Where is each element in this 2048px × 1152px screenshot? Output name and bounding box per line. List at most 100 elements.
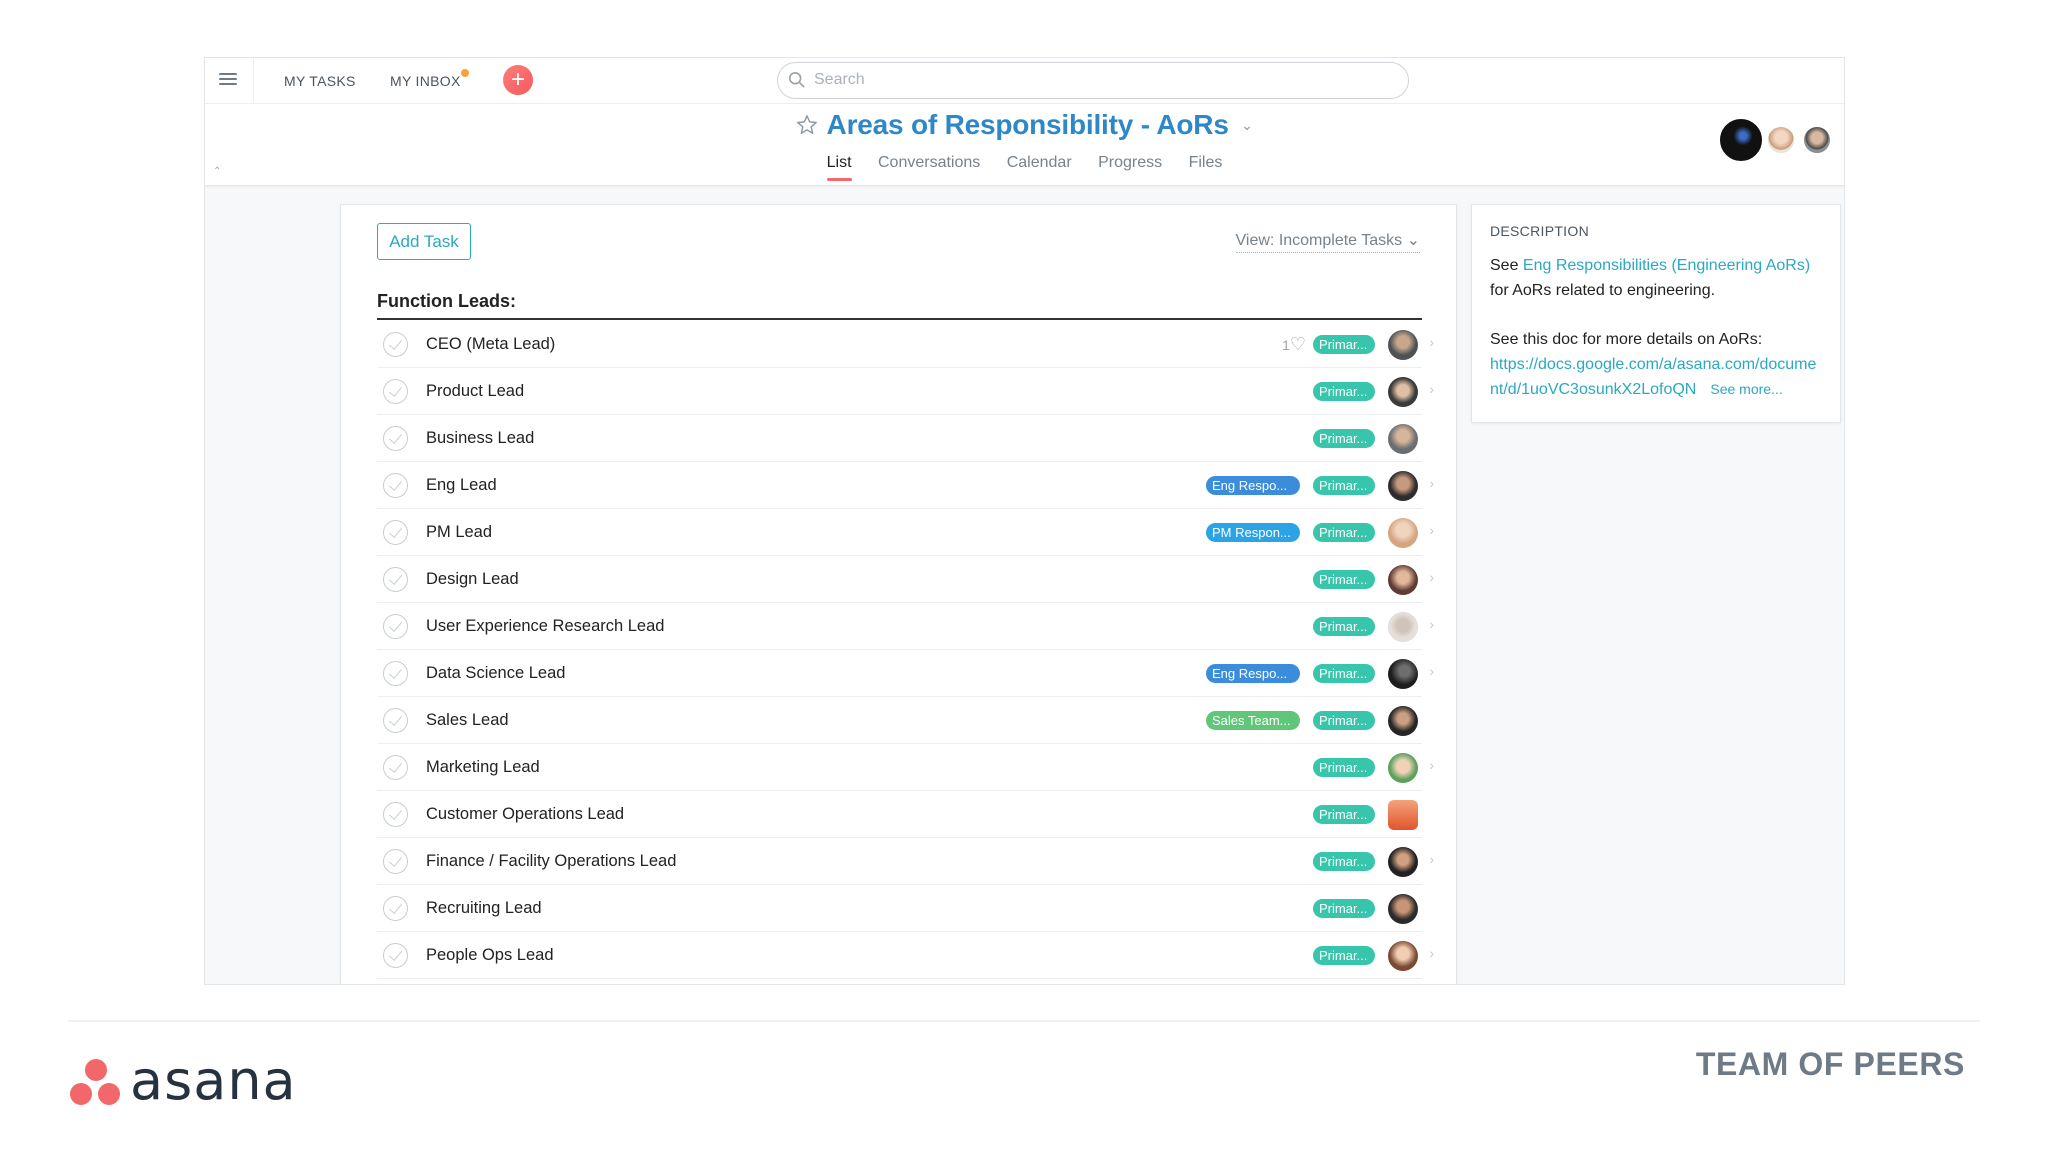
chevron-right-icon[interactable]: ›	[1429, 381, 1434, 397]
task-name[interactable]: CEO (Meta Lead)	[426, 335, 556, 353]
avatar[interactable]	[1802, 125, 1832, 155]
chevron-right-icon[interactable]: ›	[1429, 475, 1434, 491]
task-row[interactable]: CEO (Meta Lead) 1♡ Primar... ›	[377, 321, 1434, 368]
tag-primary[interactable]: Primar...	[1313, 852, 1375, 871]
tab-calendar[interactable]: Calendar	[1006, 154, 1072, 171]
likes-count[interactable]: 1♡	[1282, 334, 1306, 355]
task-name[interactable]: Design Lead	[426, 570, 519, 588]
complete-checkbox-icon[interactable]	[383, 849, 408, 874]
tab-conversations[interactable]: Conversations	[877, 154, 981, 171]
task-row[interactable]: PM Lead PM Respon... Primar... ›	[377, 509, 1434, 556]
complete-checkbox-icon[interactable]	[383, 708, 408, 733]
google-doc-link[interactable]: https://docs.google.com/a/asana.com/docu…	[1490, 356, 1817, 398]
avatar[interactable]	[1766, 125, 1796, 155]
tag-primary[interactable]: Primar...	[1313, 711, 1375, 730]
task-name[interactable]: Product Lead	[426, 382, 525, 400]
chevron-right-icon[interactable]: ›	[1429, 663, 1434, 679]
section-header[interactable]: Function Leads:	[377, 291, 1422, 320]
tag-primary[interactable]: Primar...	[1313, 476, 1375, 495]
task-name[interactable]: People Ops Lead	[426, 946, 554, 964]
task-row[interactable]: People Ops Lead Primar... ›	[377, 932, 1434, 979]
collapse-up-icon[interactable]: ⌃	[213, 166, 222, 177]
avatar[interactable]	[1388, 518, 1418, 548]
task-name[interactable]: User Experience Research Lead	[426, 617, 665, 635]
chevron-right-icon[interactable]: ›	[1429, 851, 1434, 867]
task-name[interactable]: Finance / Facility Operations Lead	[426, 852, 677, 870]
complete-checkbox-icon[interactable]	[383, 802, 408, 827]
task-row[interactable]: Marketing Lead Primar... ›	[377, 744, 1434, 791]
chevron-right-icon[interactable]: ›	[1429, 569, 1434, 585]
avatar[interactable]	[1388, 894, 1418, 924]
tag-primary[interactable]: Primar...	[1313, 758, 1375, 777]
complete-checkbox-icon[interactable]	[383, 379, 408, 404]
tag-primary[interactable]: Primar...	[1313, 664, 1375, 683]
complete-checkbox-icon[interactable]	[383, 332, 408, 357]
avatar[interactable]	[1388, 612, 1418, 642]
avatar[interactable]	[1388, 800, 1418, 830]
tag-primary[interactable]: Primar...	[1313, 899, 1375, 918]
task-row[interactable]: Finance / Facility Operations Lead Prima…	[377, 838, 1434, 885]
tag-primary[interactable]: Primar...	[1313, 805, 1375, 824]
avatar[interactable]	[1388, 706, 1418, 736]
complete-checkbox-icon[interactable]	[383, 755, 408, 780]
complete-checkbox-icon[interactable]	[383, 567, 408, 592]
tag-eng-responsibilities[interactable]: Eng Respo...	[1206, 664, 1300, 683]
avatar[interactable]	[1388, 941, 1418, 971]
tag-primary[interactable]: Primar...	[1313, 429, 1375, 448]
task-name[interactable]: Eng Lead	[426, 476, 497, 494]
tab-files[interactable]: Files	[1188, 154, 1223, 171]
avatar[interactable]	[1388, 659, 1418, 689]
tag-pm-responsibilities[interactable]: PM Respon...	[1206, 523, 1300, 542]
task-name[interactable]: Business Lead	[426, 429, 535, 447]
tag-primary[interactable]: Primar...	[1313, 382, 1375, 401]
avatar[interactable]	[1388, 565, 1418, 595]
add-task-button[interactable]: Add Task	[377, 223, 471, 260]
chevron-right-icon[interactable]: ›	[1429, 757, 1434, 773]
task-name[interactable]: Customer Operations Lead	[426, 805, 625, 823]
task-row[interactable]: Eng Lead Eng Respo... Primar... ›	[377, 462, 1434, 509]
chevron-right-icon[interactable]: ›	[1429, 616, 1434, 632]
avatar[interactable]	[1718, 117, 1764, 163]
complete-checkbox-icon[interactable]	[383, 661, 408, 686]
chevron-right-icon[interactable]: ›	[1429, 334, 1434, 350]
search-input[interactable]	[814, 69, 1374, 91]
view-filter-dropdown[interactable]: View: Incomplete Tasks ⌄	[1235, 230, 1420, 253]
task-row[interactable]: Design Lead Primar... ›	[377, 556, 1434, 603]
complete-checkbox-icon[interactable]	[383, 426, 408, 451]
heart-icon[interactable]: ♡	[1289, 334, 1306, 354]
task-row[interactable]: Product Lead Primar... ›	[377, 368, 1434, 415]
tag-primary[interactable]: Primar...	[1313, 617, 1375, 636]
search-bar[interactable]	[777, 62, 1409, 99]
project-title[interactable]: Areas of Responsibility - AoRs	[826, 109, 1229, 140]
task-row[interactable]: Business Lead Primar...	[377, 415, 1422, 462]
tab-progress[interactable]: Progress	[1098, 154, 1163, 171]
my-tasks-link[interactable]: MY TASKS	[284, 73, 356, 89]
tag-primary[interactable]: Primar...	[1313, 570, 1375, 589]
project-members[interactable]	[1718, 111, 1838, 163]
task-row[interactable]: User Experience Research Lead Primar... …	[377, 603, 1434, 650]
task-name[interactable]: Recruiting Lead	[426, 899, 542, 917]
tag-primary[interactable]: Primar...	[1313, 335, 1375, 354]
task-name[interactable]: PM Lead	[426, 523, 493, 541]
complete-checkbox-icon[interactable]	[383, 473, 408, 498]
avatar[interactable]	[1388, 847, 1418, 877]
hamburger-menu-icon[interactable]	[219, 70, 239, 92]
avatar[interactable]	[1388, 377, 1418, 407]
complete-checkbox-icon[interactable]	[383, 896, 408, 921]
task-row[interactable]: Data Science Lead Eng Respo... Primar...…	[377, 650, 1434, 697]
my-inbox-link[interactable]: MY INBOX	[390, 73, 461, 89]
tag-primary[interactable]: Primar...	[1313, 946, 1375, 965]
tag-eng-responsibilities[interactable]: Eng Respo...	[1206, 476, 1300, 495]
chevron-right-icon[interactable]: ›	[1429, 522, 1434, 538]
task-name[interactable]: Sales Lead	[426, 711, 509, 729]
task-row[interactable]: Sales Lead Sales Team... Primar...	[377, 697, 1422, 744]
avatar[interactable]	[1388, 753, 1418, 783]
task-name[interactable]: Marketing Lead	[426, 758, 540, 776]
tag-sales-team[interactable]: Sales Team...	[1206, 711, 1300, 730]
quick-add-plus-button[interactable]: +	[503, 65, 533, 95]
eng-responsibilities-link[interactable]: Eng Responsibilities (Engineering AoRs)	[1522, 257, 1811, 274]
complete-checkbox-icon[interactable]	[383, 520, 408, 545]
complete-checkbox-icon[interactable]	[383, 943, 408, 968]
chevron-right-icon[interactable]: ›	[1429, 945, 1434, 961]
task-row[interactable]: Customer Operations Lead Primar...	[377, 791, 1422, 838]
